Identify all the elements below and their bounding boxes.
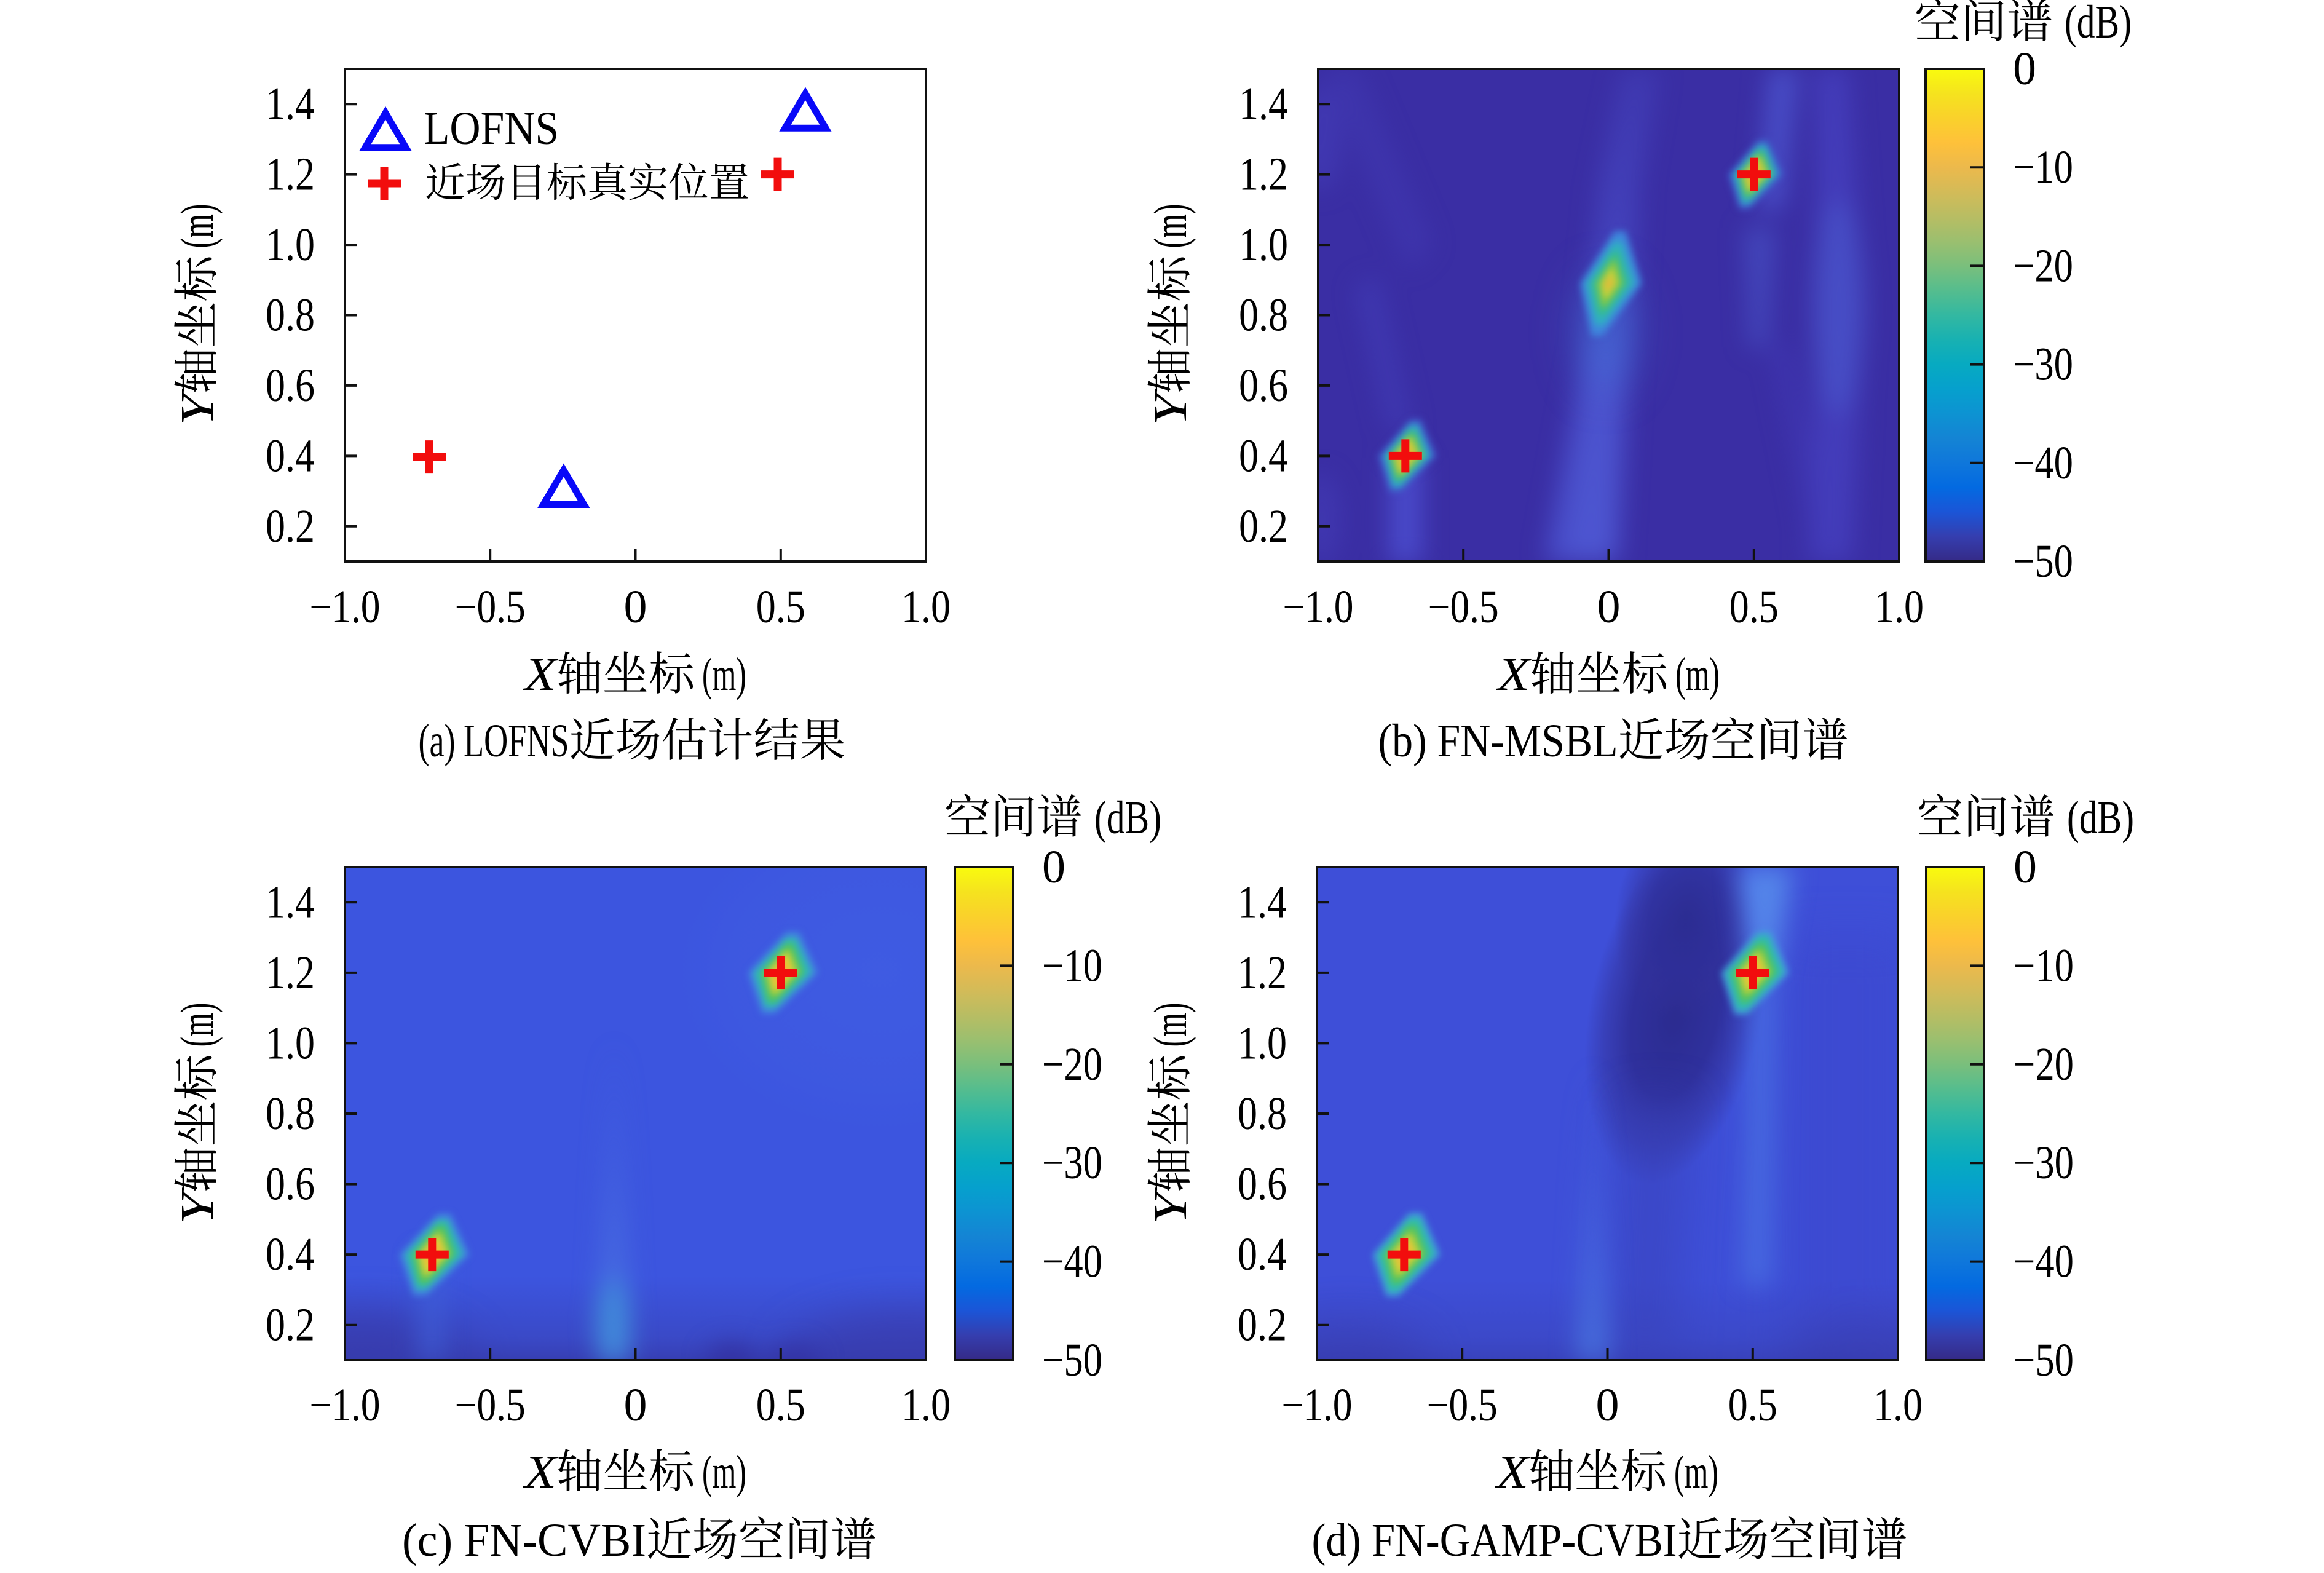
svg-text:1.2: 1.2 [266, 149, 315, 200]
svg-text:−10: −10 [2013, 141, 2073, 193]
svg-text:−0.5: −0.5 [455, 1379, 526, 1431]
svg-text:Y: Y [1145, 388, 1196, 426]
svg-text:0: 0 [624, 581, 647, 633]
svg-text:1.4: 1.4 [1238, 876, 1287, 928]
svg-text:1.2: 1.2 [266, 947, 315, 999]
svg-text:(b) FN-MSBL: (b) FN-MSBL [1378, 715, 1618, 767]
svg-text:(dB): (dB) [1094, 792, 1161, 844]
svg-text:0: 0 [1597, 581, 1621, 633]
svg-text:0.8: 0.8 [1238, 1088, 1287, 1139]
svg-text:−30: −30 [2014, 1137, 2074, 1189]
svg-text:0: 0 [1596, 1379, 1619, 1431]
svg-text:−30: −30 [2013, 339, 2073, 390]
svg-text:0.8: 0.8 [266, 1088, 315, 1139]
svg-text:(dB): (dB) [2067, 792, 2134, 844]
svg-text:(m): (m) [1145, 1003, 1196, 1047]
svg-text:1.4: 1.4 [266, 78, 315, 130]
svg-text:0.6: 0.6 [266, 1159, 315, 1210]
svg-text:X: X [523, 1446, 558, 1498]
svg-text:−10: −10 [1042, 940, 1102, 991]
svg-text:−50: −50 [2014, 1334, 2074, 1386]
svg-text:0.4: 0.4 [266, 1229, 315, 1280]
svg-text:0.6: 0.6 [266, 360, 315, 411]
svg-text:LOFNS: LOFNS [424, 103, 559, 154]
svg-text:0: 0 [624, 1379, 647, 1431]
svg-text:0.8: 0.8 [1239, 290, 1288, 341]
svg-text:0.5: 0.5 [1728, 1379, 1777, 1431]
svg-text:1.0: 1.0 [901, 1379, 951, 1431]
svg-text:−40: −40 [2014, 1236, 2074, 1288]
svg-text:0.2: 0.2 [1239, 501, 1288, 552]
svg-text:(m): (m) [1674, 1446, 1718, 1498]
svg-text:(m): (m) [1145, 204, 1196, 248]
svg-text:−50: −50 [1042, 1334, 1102, 1386]
svg-text:0.5: 0.5 [756, 1379, 805, 1431]
svg-text:0.4: 0.4 [266, 430, 315, 481]
svg-text:−40: −40 [2013, 437, 2073, 489]
svg-text:−20: −20 [1042, 1039, 1102, 1090]
svg-text:X: X [1495, 1446, 1530, 1498]
svg-text:X: X [523, 649, 558, 700]
svg-text:−50: −50 [2013, 536, 2073, 587]
svg-text:−30: −30 [1042, 1137, 1102, 1189]
svg-text:1.0: 1.0 [901, 581, 951, 633]
svg-text:X: X [1496, 649, 1532, 700]
svg-text:Y: Y [172, 388, 223, 426]
svg-text:(m): (m) [172, 1003, 223, 1047]
svg-text:1.0: 1.0 [1238, 1017, 1287, 1069]
svg-text:0.4: 0.4 [1238, 1229, 1287, 1280]
svg-text:1.0: 1.0 [266, 1017, 315, 1069]
svg-text:1.0: 1.0 [1873, 1379, 1923, 1431]
svg-text:0.5: 0.5 [756, 581, 805, 633]
svg-text:(a) LOFNS: (a) LOFNS [419, 715, 569, 767]
svg-text:1.4: 1.4 [1239, 78, 1288, 130]
svg-text:0.6: 0.6 [1238, 1159, 1287, 1210]
svg-text:−10: −10 [2014, 940, 2074, 991]
svg-text:−0.5: −0.5 [1428, 581, 1499, 633]
svg-text:1.4: 1.4 [266, 876, 315, 928]
svg-text:0.6: 0.6 [1239, 360, 1288, 411]
svg-text:0.8: 0.8 [266, 290, 315, 341]
svg-text:0.2: 0.2 [266, 1299, 315, 1351]
svg-text:0: 0 [1042, 841, 1065, 893]
svg-text:−20: −20 [2014, 1039, 2074, 1090]
svg-text:−20: −20 [2013, 240, 2073, 291]
svg-text:(m): (m) [1675, 649, 1720, 700]
svg-text:(c) FN-CVBI: (c) FN-CVBI [402, 1515, 646, 1566]
svg-text:1.0: 1.0 [1875, 581, 1924, 633]
svg-text:1.0: 1.0 [1239, 219, 1288, 271]
svg-text:(d) FN-GAMP-CVBI: (d) FN-GAMP-CVBI [1312, 1515, 1677, 1566]
svg-text:0.2: 0.2 [266, 501, 315, 552]
svg-text:(m): (m) [172, 204, 223, 248]
svg-text:1.2: 1.2 [1239, 149, 1288, 200]
svg-text:−0.5: −0.5 [455, 581, 526, 633]
svg-text:1.0: 1.0 [266, 219, 315, 271]
svg-text:1.2: 1.2 [1238, 947, 1287, 999]
svg-text:0: 0 [2014, 841, 2037, 893]
svg-text:−0.5: −0.5 [1427, 1379, 1498, 1431]
svg-text:0.2: 0.2 [1238, 1299, 1287, 1351]
svg-text:−40: −40 [1042, 1236, 1102, 1288]
svg-text:−1.0: −1.0 [1282, 1379, 1353, 1431]
svg-text:0: 0 [2013, 43, 2036, 95]
svg-text:(m): (m) [702, 649, 746, 700]
svg-text:−1.0: −1.0 [1283, 581, 1354, 633]
svg-text:Y: Y [172, 1187, 223, 1224]
svg-text:−1.0: −1.0 [310, 1379, 381, 1431]
svg-text:0.5: 0.5 [1729, 581, 1779, 633]
svg-text:(dB): (dB) [2065, 0, 2132, 48]
svg-text:−1.0: −1.0 [310, 581, 381, 633]
svg-text:0.4: 0.4 [1239, 430, 1288, 481]
svg-text:Y: Y [1145, 1187, 1196, 1224]
svg-text:(m): (m) [702, 1446, 746, 1498]
